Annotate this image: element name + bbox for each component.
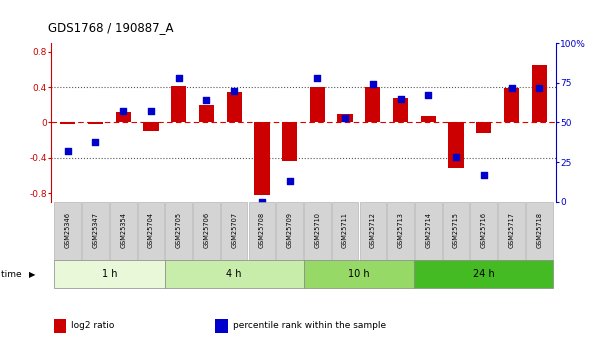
Text: GSM25711: GSM25711 xyxy=(342,212,348,248)
Text: GSM25346: GSM25346 xyxy=(65,212,71,248)
Point xyxy=(63,148,73,154)
Text: GSM25354: GSM25354 xyxy=(120,212,126,248)
Bar xyxy=(282,122,297,161)
Text: GSM25716: GSM25716 xyxy=(481,212,487,248)
FancyBboxPatch shape xyxy=(110,202,136,260)
FancyBboxPatch shape xyxy=(55,202,81,260)
Point xyxy=(257,199,267,205)
Bar xyxy=(365,87,380,122)
Bar xyxy=(171,86,186,122)
Text: GSM25717: GSM25717 xyxy=(508,212,514,248)
Point xyxy=(201,98,211,103)
Text: GSM25347: GSM25347 xyxy=(93,212,99,248)
FancyBboxPatch shape xyxy=(415,260,553,288)
FancyBboxPatch shape xyxy=(526,202,552,260)
FancyBboxPatch shape xyxy=(443,202,469,260)
Text: GSM25710: GSM25710 xyxy=(314,212,320,248)
Text: GSM25706: GSM25706 xyxy=(203,212,209,248)
Point xyxy=(174,75,183,81)
Text: GDS1768 / 190887_A: GDS1768 / 190887_A xyxy=(48,21,174,34)
Text: 1 h: 1 h xyxy=(102,269,117,279)
Point xyxy=(230,88,239,93)
Bar xyxy=(310,87,325,122)
Text: GSM25713: GSM25713 xyxy=(398,212,404,248)
Bar xyxy=(448,122,464,168)
Bar xyxy=(227,92,242,122)
Bar xyxy=(88,122,103,124)
FancyBboxPatch shape xyxy=(82,202,109,260)
Bar xyxy=(215,319,228,333)
FancyBboxPatch shape xyxy=(221,202,248,260)
Text: GSM25715: GSM25715 xyxy=(453,212,459,248)
FancyBboxPatch shape xyxy=(359,202,386,260)
Bar xyxy=(338,114,353,122)
Point xyxy=(368,82,377,87)
Text: GSM25704: GSM25704 xyxy=(148,212,154,248)
Point xyxy=(285,178,294,184)
Bar xyxy=(393,98,408,122)
Text: GSM25712: GSM25712 xyxy=(370,212,376,248)
Point xyxy=(146,109,156,114)
Bar xyxy=(421,116,436,122)
FancyBboxPatch shape xyxy=(193,202,220,260)
Point xyxy=(118,109,128,114)
Text: GSM25707: GSM25707 xyxy=(231,212,237,248)
FancyBboxPatch shape xyxy=(165,202,192,260)
Bar xyxy=(504,88,519,122)
Text: 24 h: 24 h xyxy=(473,269,495,279)
FancyBboxPatch shape xyxy=(415,202,442,260)
Bar xyxy=(53,319,66,333)
Point xyxy=(451,155,461,160)
Text: GSM25714: GSM25714 xyxy=(426,212,432,248)
Point xyxy=(534,85,544,90)
FancyBboxPatch shape xyxy=(304,202,331,260)
Text: GSM25705: GSM25705 xyxy=(175,212,182,248)
FancyBboxPatch shape xyxy=(471,202,497,260)
Bar xyxy=(254,122,269,195)
Point xyxy=(340,115,350,120)
FancyBboxPatch shape xyxy=(276,202,303,260)
Point xyxy=(479,172,489,178)
Text: GSM25718: GSM25718 xyxy=(536,212,542,248)
Point xyxy=(313,75,322,81)
Text: percentile rank within the sample: percentile rank within the sample xyxy=(233,321,386,330)
Bar xyxy=(115,112,131,122)
Bar xyxy=(60,122,75,124)
FancyBboxPatch shape xyxy=(165,260,304,288)
FancyBboxPatch shape xyxy=(249,202,275,260)
Bar xyxy=(532,65,547,122)
Text: time: time xyxy=(1,270,25,279)
Point xyxy=(507,85,516,90)
FancyBboxPatch shape xyxy=(138,202,164,260)
Text: GSM25709: GSM25709 xyxy=(287,212,293,248)
FancyBboxPatch shape xyxy=(387,202,414,260)
Bar xyxy=(476,122,492,133)
Bar xyxy=(143,122,159,131)
Point xyxy=(396,96,406,101)
Point xyxy=(91,139,100,144)
FancyBboxPatch shape xyxy=(304,260,415,288)
FancyBboxPatch shape xyxy=(332,202,358,260)
Bar xyxy=(199,105,214,122)
FancyBboxPatch shape xyxy=(498,202,525,260)
Text: log2 ratio: log2 ratio xyxy=(72,321,115,330)
Text: 10 h: 10 h xyxy=(348,269,370,279)
Text: GSM25708: GSM25708 xyxy=(259,212,265,248)
Text: 4 h: 4 h xyxy=(227,269,242,279)
FancyBboxPatch shape xyxy=(54,260,165,288)
Point xyxy=(424,93,433,98)
Text: ▶: ▶ xyxy=(29,270,35,279)
